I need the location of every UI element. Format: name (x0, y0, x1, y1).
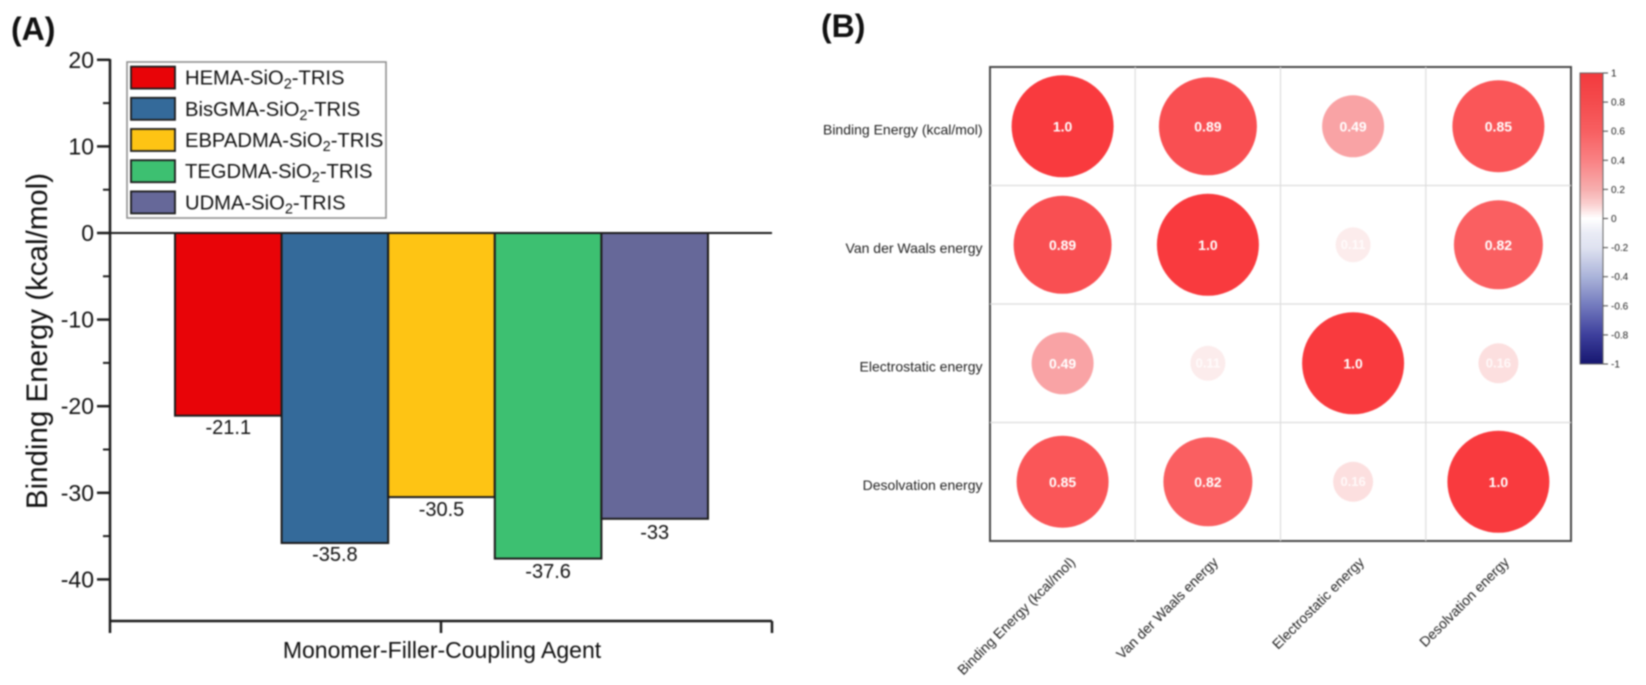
svg-text:0.16: 0.16 (1340, 474, 1365, 489)
svg-text:10: 10 (68, 133, 94, 159)
svg-text:0.6: 0.6 (1611, 127, 1625, 138)
svg-text:-21.1: -21.1 (206, 417, 252, 439)
svg-text:(A): (A) (11, 11, 55, 47)
svg-text:Desolvation energy: Desolvation energy (1416, 554, 1512, 650)
svg-text:-20: -20 (61, 393, 94, 419)
svg-text:0.49: 0.49 (1049, 355, 1076, 371)
svg-text:Binding Energy (kcal/mol): Binding Energy (kcal/mol) (21, 173, 54, 509)
svg-text:Desolvation energy: Desolvation energy (863, 477, 983, 493)
svg-text:0.89: 0.89 (1194, 118, 1221, 134)
svg-text:BisGMA-SiO2-TRIS: BisGMA-SiO2-TRIS (185, 99, 360, 124)
svg-text:1.0: 1.0 (1489, 474, 1509, 490)
svg-text:0.2: 0.2 (1611, 185, 1625, 196)
svg-text:1.0: 1.0 (1343, 355, 1363, 371)
svg-text:TEGDMA-SiO2-TRIS: TEGDMA-SiO2-TRIS (185, 161, 373, 186)
svg-text:-0.6: -0.6 (1611, 301, 1629, 312)
svg-text:0.82: 0.82 (1194, 474, 1221, 490)
svg-text:0.85: 0.85 (1485, 118, 1512, 134)
svg-text:-37.6: -37.6 (525, 561, 571, 583)
svg-text:Van der Waals energy: Van der Waals energy (1113, 554, 1221, 662)
svg-text:HEMA-SiO2-TRIS: HEMA-SiO2-TRIS (185, 68, 345, 93)
svg-text:-33: -33 (640, 522, 669, 544)
svg-text:-0.8: -0.8 (1611, 330, 1629, 341)
svg-text:-0.4: -0.4 (1611, 272, 1629, 283)
svg-text:-1: -1 (1611, 360, 1620, 371)
svg-text:Binding Energy (kcal/mol): Binding Energy (kcal/mol) (954, 554, 1078, 678)
svg-text:(B): (B) (821, 8, 865, 44)
svg-text:UDMA-SiO2-TRIS: UDMA-SiO2-TRIS (185, 192, 346, 217)
svg-text:0: 0 (1611, 214, 1617, 225)
svg-text:0.11: 0.11 (1196, 355, 1221, 370)
svg-text:20: 20 (68, 47, 94, 73)
svg-text:Electrostatic energy: Electrostatic energy (1269, 554, 1367, 652)
svg-text:-10: -10 (61, 307, 94, 333)
svg-text:1: 1 (1611, 69, 1617, 80)
svg-text:Binding Energy (kcal/mol): Binding Energy (kcal/mol) (823, 121, 983, 137)
svg-text:EBPADMA-SiO2-TRIS: EBPADMA-SiO2-TRIS (185, 130, 383, 155)
svg-text:0.49: 0.49 (1339, 118, 1366, 134)
svg-text:1.0: 1.0 (1198, 237, 1218, 253)
svg-text:0.4: 0.4 (1611, 156, 1625, 167)
svg-text:0.16: 0.16 (1486, 355, 1511, 370)
svg-text:0.82: 0.82 (1485, 237, 1512, 253)
svg-text:Van der Waals energy: Van der Waals energy (846, 240, 983, 256)
svg-text:0.85: 0.85 (1049, 474, 1076, 490)
svg-text:0.11: 0.11 (1341, 237, 1366, 252)
svg-text:-40: -40 (61, 566, 94, 592)
svg-text:-35.8: -35.8 (312, 544, 358, 566)
svg-text:Monomer-Filler-Coupling Agent: Monomer-Filler-Coupling Agent (283, 637, 602, 663)
svg-text:Electrostatic energy: Electrostatic energy (860, 358, 983, 374)
svg-text:1.0: 1.0 (1053, 118, 1073, 134)
svg-text:-30: -30 (61, 480, 94, 506)
svg-text:0.8: 0.8 (1611, 98, 1625, 109)
svg-text:-30.5: -30.5 (419, 499, 465, 521)
svg-text:-0.2: -0.2 (1611, 243, 1629, 254)
svg-text:0: 0 (81, 220, 94, 246)
svg-text:0.89: 0.89 (1049, 237, 1076, 253)
